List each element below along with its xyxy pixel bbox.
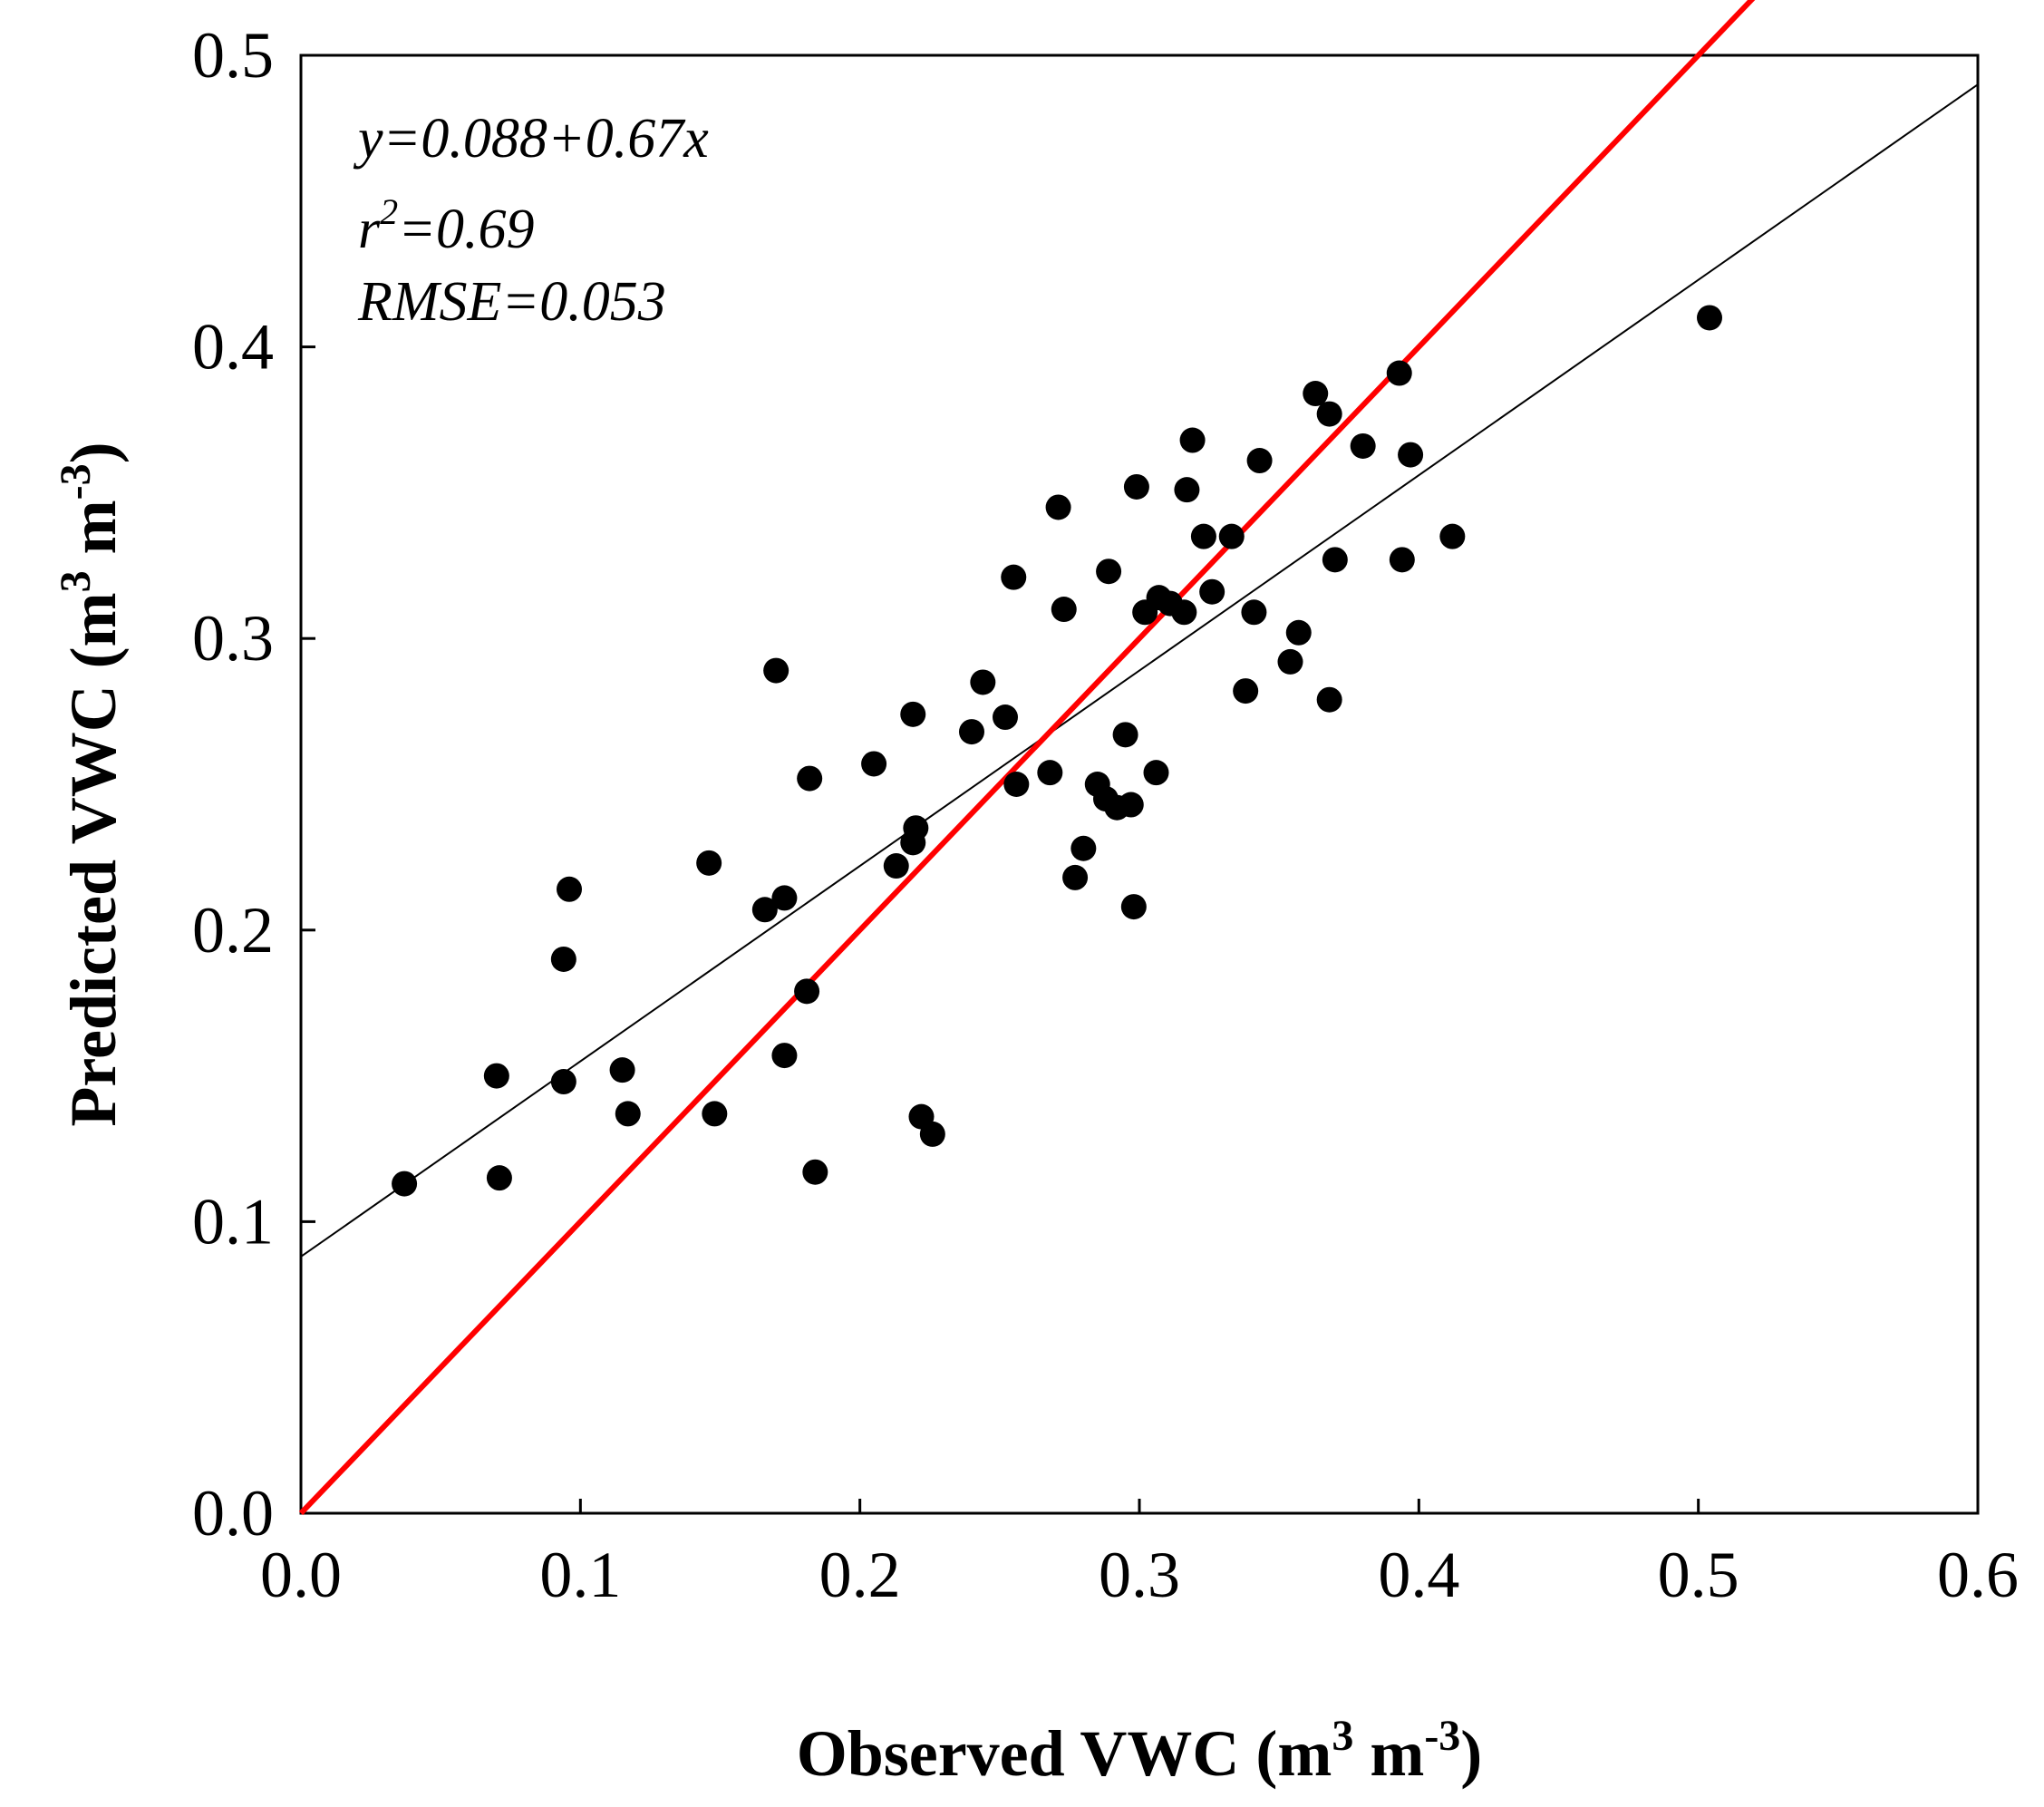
data-point [1389,547,1415,573]
x-tick-label: 0.6 [1937,1539,2019,1611]
data-point [609,1057,635,1083]
y-tick-label: 0.3 [192,602,274,675]
y-tick-label: 0.5 [192,19,274,92]
data-point [1277,648,1303,675]
data-point [1218,523,1245,549]
data-point [615,1101,641,1127]
regression-equation: y=0.088+0.67x [353,108,709,170]
one-to-one-line [298,0,1756,1516]
data-point [696,850,722,876]
data-point [883,853,909,879]
data-point [903,815,929,841]
r-squared-value: =0.69 [398,199,534,260]
data-point [797,765,823,792]
data-point [1123,473,1149,500]
data-point [1316,686,1342,713]
data-point [1045,494,1071,520]
data-point [751,897,778,923]
x-axis-title-sup2: -3 [1424,1712,1460,1760]
y-tick-label: 0.0 [192,1477,274,1550]
data-point [1439,523,1466,549]
r-squared-sup: 2 [380,191,398,232]
data-point [763,657,790,684]
data-point [1003,772,1030,797]
data-point [1241,599,1267,626]
data-point [771,885,798,911]
y-axis-title-pre: Predicted VWC (m [57,592,130,1126]
y-axis-title-sup2: -3 [52,463,100,500]
data-point [993,704,1018,731]
data-point [1118,792,1144,818]
data-point [1051,597,1077,623]
data-point [1199,578,1225,605]
data-point [1233,678,1259,704]
data-point [970,669,996,695]
data-point [900,701,926,727]
fit-lines [298,0,1979,1516]
y-tick-label: 0.2 [192,894,274,967]
x-axis-title-sup1: 3 [1332,1712,1353,1760]
x-axis-title-pre: Observed VWC (m [797,1717,1332,1790]
data-points [392,305,1722,1197]
data-point [1120,894,1147,920]
data-point [702,1101,728,1127]
data-point [959,719,984,745]
data-point [1070,835,1097,861]
x-tick-label: 0.4 [1378,1539,1459,1611]
r-squared-base: r [358,199,381,260]
data-point [1001,564,1027,590]
data-point [771,1043,798,1069]
data-point [1322,547,1348,573]
data-point [1303,381,1329,407]
data-point [392,1171,418,1197]
y-axis-title-sup1: 3 [52,570,100,592]
data-point [1246,448,1273,474]
x-axis-title-mid: m [1353,1717,1424,1790]
data-point [557,876,582,902]
data-point [1316,401,1342,427]
data-point [919,1121,945,1147]
data-point [861,751,887,777]
data-point [1171,599,1197,626]
data-point [794,978,820,1005]
r-squared: r2=0.69 [358,191,534,260]
data-point [1350,432,1376,459]
x-tick-label: 0.0 [260,1539,342,1611]
regression-line [300,83,1979,1258]
data-point [1062,864,1089,890]
data-point [1386,360,1412,386]
x-tick-label: 0.2 [819,1539,901,1611]
data-point [550,1069,576,1095]
data-point [483,1063,509,1089]
data-point [802,1159,828,1185]
axis-ticks: 0.0 0.1 0.2 0.3 0.4 0.5 0.6 0.0 0.1 0.2 0.3 0.4 0.5 [192,19,2019,1611]
data-point [1285,619,1312,646]
data-point [1190,523,1216,549]
x-axis-title: Observed VWC (m3 m-3) [797,1712,1483,1790]
data-point [550,946,576,972]
data-point [1143,760,1169,786]
y-axis-title: Predicted VWC (m3 m-3) [52,442,130,1126]
data-point [1697,305,1722,331]
data-point [1174,477,1200,503]
x-tick-label: 0.5 [1658,1539,1739,1611]
x-axis-title-post: ) [1460,1717,1482,1790]
data-point [1096,559,1122,585]
data-point [1179,427,1206,453]
x-tick-label: 0.1 [539,1539,621,1611]
data-point [1398,442,1424,468]
y-axis-title-post: ) [57,442,130,463]
data-point [486,1165,512,1191]
y-tick-label: 0.1 [192,1185,274,1258]
y-tick-label: 0.4 [192,311,274,384]
rmse-annotation: RMSE=0.053 [357,271,666,333]
data-point [1112,722,1138,748]
x-tick-label: 0.3 [1099,1539,1180,1611]
data-point [1037,760,1063,786]
y-axis-title-mid: m [57,500,130,570]
